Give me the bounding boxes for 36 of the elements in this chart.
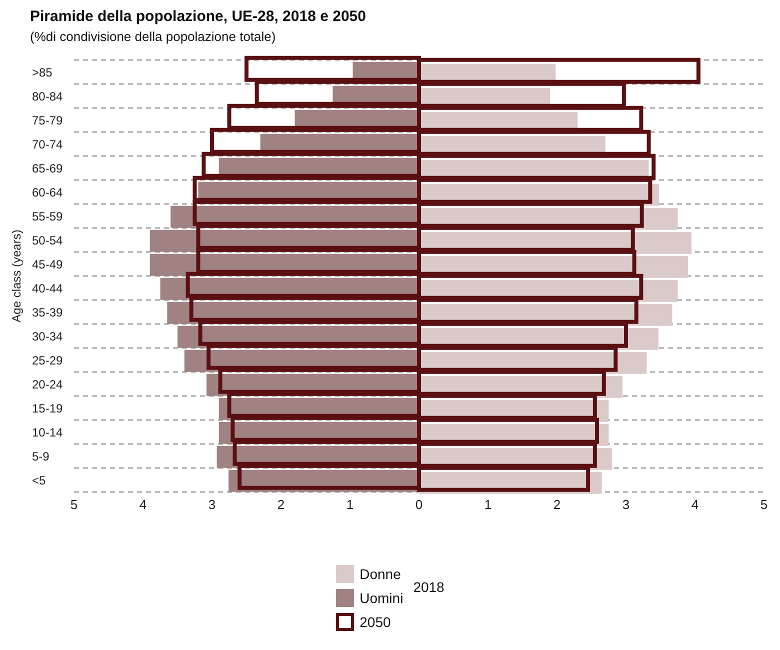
legend-title: 2018 [413,579,444,595]
x-tick-label: 5 [70,497,78,512]
y-tick-label: 15-19 [32,401,64,416]
x-tick-label: 3 [622,497,630,512]
x-tick-label: 5 [760,497,768,512]
y-tick-label: 50-54 [32,233,64,248]
x-tick-label: 1 [484,497,492,512]
y-tick-label: 30-34 [32,329,64,344]
y-axis-title: Age class (years) [9,230,24,322]
y-tick-label: 80-84 [32,89,64,104]
y-tick-label: 10-14 [32,425,64,440]
legend-label: Uomini [360,590,404,606]
legend-label: Donne [360,566,401,582]
y-tick-label: 35-39 [32,305,64,320]
x-tick-label: 3 [208,497,216,512]
y-tick-label: >85 [32,65,53,80]
y-tick-label: <5 [32,473,46,488]
y-tick-label: 20-24 [32,377,64,392]
x-tick-label: 2 [277,497,285,512]
y-tick-label: 40-44 [32,281,64,296]
y-tick-label: 65-69 [32,161,64,176]
y-tick-label: 25-29 [32,353,64,368]
y-tick-label: 75-79 [32,113,64,128]
chart-title: Piramide della popolazione, UE-28, 2018 e 2050 [30,8,367,25]
legend-label: 2050 [360,614,391,630]
x-tick-label: 2 [553,497,561,512]
y-tick-label: 55-59 [32,209,64,224]
chart-subtitle: (%di condivisione della popolazione totale) [30,29,277,44]
x-tick-label: 0 [415,497,423,512]
y-tick-label: 60-64 [32,185,64,200]
x-tick-label: 1 [346,497,354,512]
y-tick-label: 45-49 [32,257,64,272]
x-tick-label: 4 [691,497,699,512]
x-tick-label: 4 [139,497,147,512]
y-tick-label: 5-9 [32,449,50,464]
y-tick-label: 70-74 [32,137,64,152]
